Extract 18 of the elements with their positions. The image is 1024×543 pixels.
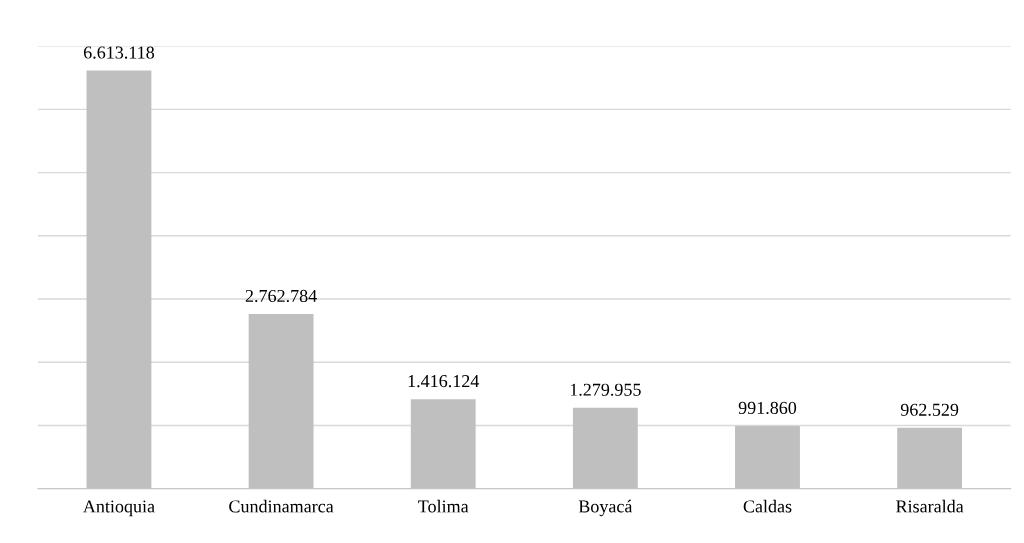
bar [410,399,476,489]
x-tick-label: Risaralda [896,499,964,513]
bar [572,407,638,489]
data-label: 991.860 [738,401,797,415]
x-tick-label: Cundinamarca [229,499,334,513]
x-tick-label: Boyacá [578,499,633,517]
data-label: 2.762.784 [245,289,317,303]
data-label: 6.613.118 [83,46,155,59]
bar [86,70,152,489]
x-tick-label: Antioquia [83,500,155,517]
x-tick-label: Caldas [743,499,792,513]
x-tick-label: Tolima [418,499,469,513]
bar [897,427,963,489]
data-label: 1.279.955 [570,383,641,396]
bar [735,425,800,489]
data-label: 1.416.124 [408,375,480,388]
data-label: 962.529 [900,403,959,416]
bar [248,314,314,489]
